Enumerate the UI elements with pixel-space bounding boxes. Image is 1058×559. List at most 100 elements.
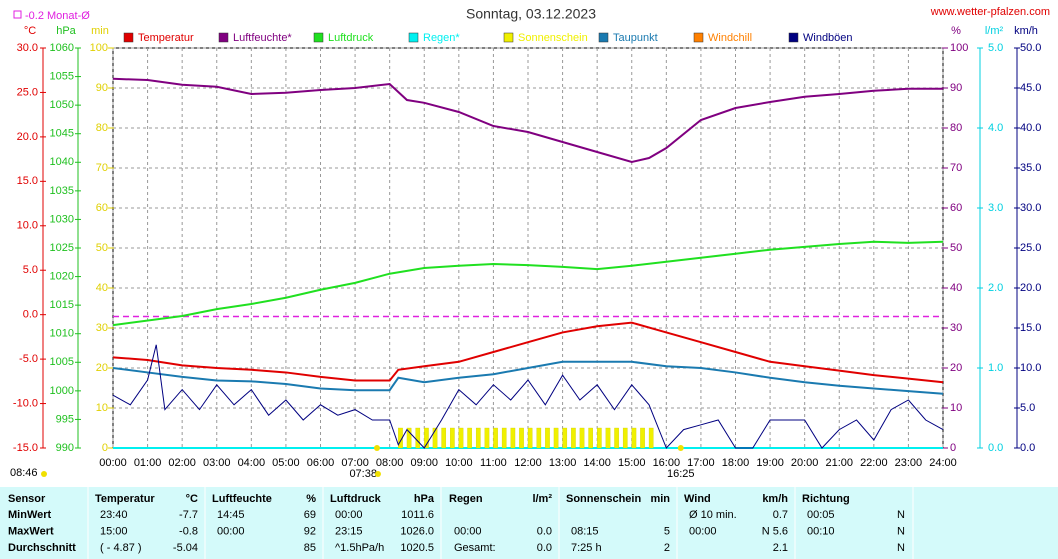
y-tick-label: 50.0	[1020, 42, 1041, 54]
sunshine-bar	[605, 427, 611, 449]
x-tick-label: 16:00	[653, 457, 681, 469]
series-line	[112, 344, 944, 449]
sunshine-bar	[571, 427, 576, 449]
x-tick-label: 18:00	[722, 457, 750, 469]
x-tick-label: 15:00	[618, 457, 646, 469]
table-cell: Richtung	[802, 493, 850, 505]
legend-label: Sonnenschein	[518, 32, 588, 44]
table-cell: 23:15	[335, 525, 363, 537]
y-tick-label: 50	[950, 242, 962, 254]
y-tick-label: 0.0	[1020, 442, 1035, 454]
y-tick-label: 30	[950, 322, 962, 334]
table-cell: 14:45	[217, 509, 245, 521]
sunshine-bar	[640, 427, 645, 449]
legend-label: Temperatur	[138, 32, 194, 44]
table-cell: N	[897, 542, 905, 554]
sunshine-bar	[614, 427, 619, 449]
table-cell: Temperatur	[95, 493, 155, 505]
x-tick-label: 01:00	[134, 457, 162, 469]
y-tick-label: 10	[950, 402, 962, 414]
y-tick-label: 5.0	[1020, 402, 1035, 414]
table-cell: 0.0	[537, 525, 552, 537]
table-cell: 08:15	[571, 525, 599, 537]
x-tick-label: 00:00	[99, 457, 127, 469]
y-tick-label: 1045	[50, 128, 74, 140]
table-cell: 1020.5	[400, 542, 434, 554]
y-tick-label: 15.0	[1020, 322, 1041, 334]
legend-label: Regen*	[423, 32, 460, 44]
table-cell: 00:00	[335, 509, 363, 521]
sun-icon	[41, 471, 47, 477]
y-tick-label: 50	[96, 242, 108, 254]
y-tick-label: 90	[950, 82, 962, 94]
source: www.wetter-pfalzen.com	[930, 6, 1050, 18]
y-tick-label: 1025	[50, 242, 74, 254]
x-tick-label: 19:00	[756, 457, 784, 469]
y-tick-label: 1055	[50, 70, 74, 82]
table-cell: 85	[304, 542, 316, 554]
table-cell: Regen	[449, 493, 483, 505]
sunshine-bar	[588, 427, 593, 449]
y-tick-label: 20	[96, 362, 108, 374]
sunshine-bar	[432, 427, 438, 449]
y-tick-label: 1010	[50, 328, 74, 340]
y-tick-label: 20.0	[1020, 282, 1041, 294]
y-tick-label: 1030	[50, 213, 74, 225]
axis-unit: %	[951, 25, 961, 37]
sunset-marker	[677, 445, 684, 451]
y-tick-label: 1050	[50, 99, 74, 111]
sunrise-icon	[374, 471, 381, 477]
x-tick-label: 21:00	[825, 457, 853, 469]
y-tick-label: 25.0	[17, 86, 38, 98]
x-tick-label: 24:00	[929, 457, 957, 469]
y-tick-label: 90	[96, 82, 108, 94]
table-cell: Luftdruck	[330, 493, 382, 505]
sunshine-bar	[467, 427, 472, 449]
y-tick-label: 30	[96, 322, 108, 334]
series-line	[112, 360, 944, 395]
y-tick-label: 70	[96, 162, 108, 174]
y-tick-label: 1040	[50, 156, 74, 168]
sunshine-bar	[450, 427, 455, 449]
axis-unit: l/m²	[985, 25, 1004, 37]
sunshine-bar	[510, 427, 516, 449]
table-cell: -7.7	[179, 509, 198, 521]
legend-swatch	[693, 32, 704, 43]
y-tick-label: 30.0	[1020, 202, 1041, 214]
table-cell: 00:00	[454, 525, 482, 537]
table-cell: 69	[304, 509, 316, 521]
table-cell: 1011.6	[401, 509, 434, 521]
sunrise-label: 07:38	[349, 468, 377, 480]
y-tick-label: -5.0	[19, 353, 38, 365]
y-tick-label: 30.0	[17, 42, 38, 54]
table-cell: 1026.0	[400, 525, 434, 537]
y-tick-label: -10.0	[13, 397, 38, 409]
y-tick-label: 45.0	[1020, 82, 1041, 94]
x-tick-label: 08:00	[376, 457, 404, 469]
y-tick-label: 35.0	[1020, 162, 1041, 174]
table-cell: MaxWert	[8, 525, 54, 537]
y-tick-label: 0.0	[988, 442, 1003, 454]
sunshine-bar	[579, 427, 585, 449]
x-tick-label: 11:00	[480, 457, 507, 469]
table-cell: 5	[664, 525, 670, 537]
legend-label: Windböen	[803, 32, 853, 44]
sunshine-bar	[424, 427, 429, 449]
sunrise-marker	[373, 445, 380, 451]
table-cell: °C	[186, 493, 198, 505]
x-tick-label: 05:00	[272, 457, 300, 469]
series-line	[112, 77, 943, 164]
legend-swatch	[503, 32, 514, 43]
axis-unit: hPa	[56, 25, 76, 37]
table-cell: 92	[304, 525, 316, 537]
table-cell: 00:10	[807, 525, 835, 537]
y-tick-label: 0	[102, 442, 108, 454]
legend-swatch	[123, 32, 134, 43]
table-cell: min	[650, 493, 670, 505]
axis-unit: °C	[24, 25, 36, 37]
x-tick-label: 22:00	[860, 457, 888, 469]
sunshine-bar	[415, 427, 421, 449]
avg-icon	[13, 10, 22, 19]
sunshine-bar	[527, 427, 533, 449]
